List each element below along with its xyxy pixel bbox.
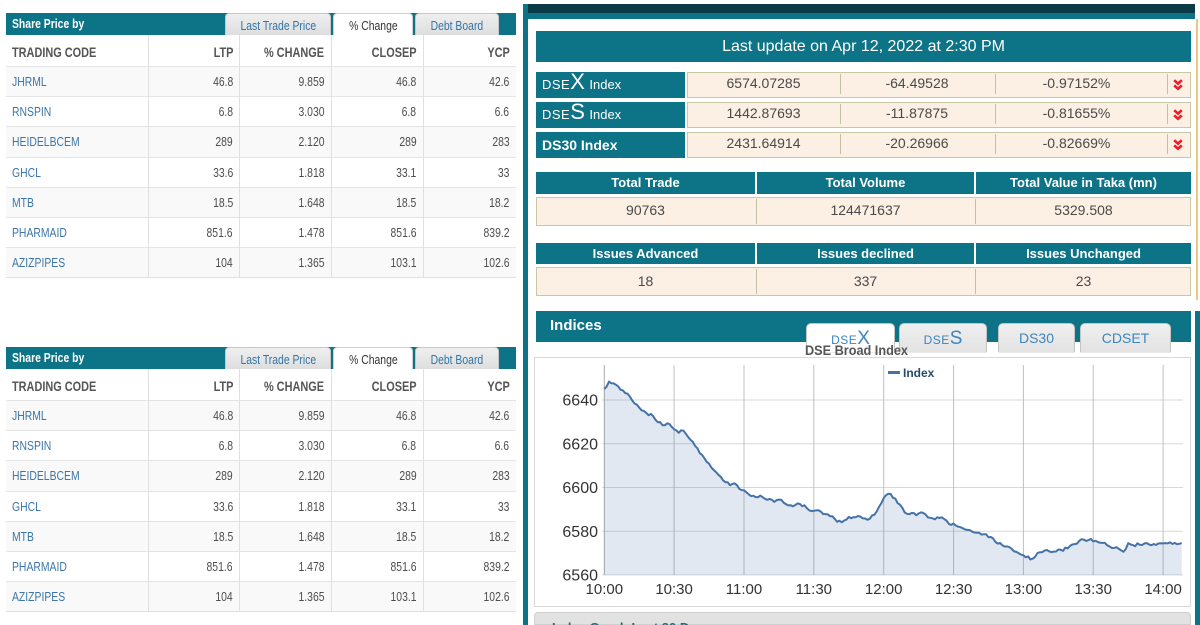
svg-text:11:00: 11:00 (726, 581, 762, 598)
svg-text:12:00: 12:00 (865, 581, 903, 598)
svg-text:10:00: 10:00 (586, 581, 624, 598)
svg-text:12:30: 12:30 (935, 581, 973, 598)
svg-text:13:30: 13:30 (1074, 581, 1112, 598)
svg-text:10:30: 10:30 (655, 581, 693, 598)
svg-text:11:30: 11:30 (796, 581, 832, 598)
svg-text:6640: 6640 (562, 393, 598, 410)
svg-text:6620: 6620 (562, 436, 598, 453)
svg-text:6560: 6560 (562, 568, 598, 585)
svg-text:13:00: 13:00 (1005, 581, 1043, 598)
svg-text:6580: 6580 (562, 524, 598, 541)
svg-text:14:00: 14:00 (1144, 581, 1182, 598)
svg-text:6600: 6600 (562, 480, 598, 497)
